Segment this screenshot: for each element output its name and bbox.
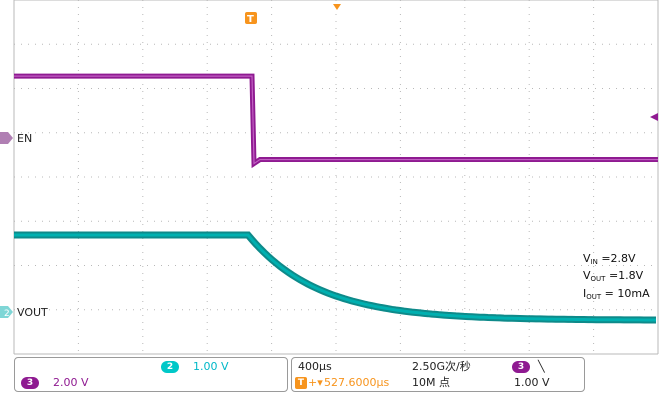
vertical-scale-panel[interactable]: 2 1.00 V 3 2.00 V: [14, 357, 288, 392]
trigger-marker-letter: T: [247, 14, 254, 25]
trigger-position-icon: T: [295, 377, 307, 389]
ch3-badge[interactable]: 3: [21, 377, 39, 389]
iout-annotation: IOUT = 10mA: [583, 287, 650, 301]
sample-rate: 2.50G次/秒: [412, 360, 471, 373]
trigger-slope-icon[interactable]: ╲: [538, 360, 545, 373]
trigger-level-value[interactable]: 1.00 V: [514, 376, 550, 389]
en-trace-noise: [14, 75, 658, 165]
ch3-level-marker[interactable]: [0, 132, 13, 144]
trigger-level-arrow[interactable]: [650, 113, 658, 121]
vin-annotation: VIN =2.8V: [583, 252, 636, 266]
trigger-source-badge[interactable]: 3: [512, 361, 530, 373]
ch2-badge[interactable]: 2: [161, 361, 179, 373]
vout-label: VOUT: [17, 306, 48, 319]
ch2-scale[interactable]: 1.00 V: [193, 360, 229, 373]
record-length: 10M 点: [412, 376, 450, 389]
vout-trace-inner: [14, 233, 656, 322]
acquisition-panel[interactable]: 400µs T +▾ 527.6000µs 2.50G次/秒 10M 点 3 ╲…: [291, 357, 585, 392]
en-label: EN: [17, 132, 32, 145]
timebase-value[interactable]: 400µs: [298, 360, 332, 373]
vout-trace: [14, 231, 656, 324]
ch2-marker-number: 2: [4, 309, 10, 319]
graticule-grid: [13, 0, 659, 355]
trigger-point-arrow: [333, 4, 341, 10]
vout-annotation: VOUT =1.8V: [583, 269, 644, 283]
ch2-level-marker[interactable]: 2: [0, 306, 13, 319]
trigger-position-value[interactable]: 527.6000µs: [324, 376, 390, 389]
trigger-position-arrow: +▾: [308, 376, 323, 389]
ch3-scale[interactable]: 2.00 V: [53, 376, 89, 389]
trigger-position-marker[interactable]: T: [245, 12, 257, 25]
